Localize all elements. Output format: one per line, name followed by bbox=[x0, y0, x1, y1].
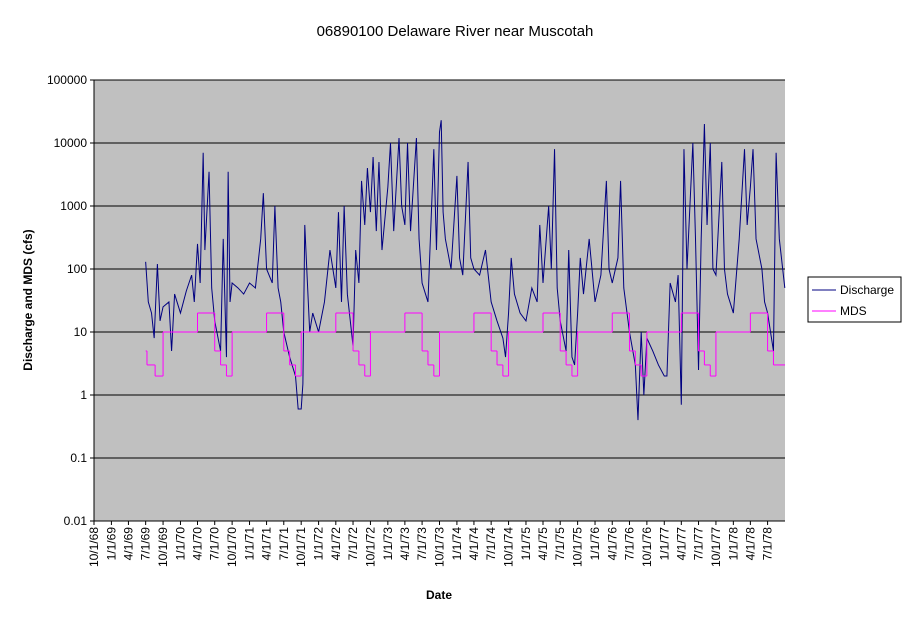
x-tick-label: 10/1/76 bbox=[640, 527, 654, 567]
x-tick-label: 7/1/78 bbox=[761, 527, 775, 561]
x-tick-label: 10/1/72 bbox=[363, 527, 377, 567]
legend-label: MDS bbox=[840, 304, 867, 318]
x-tick-label: 7/1/76 bbox=[622, 527, 636, 561]
x-tick-label: 1/1/69 bbox=[104, 527, 118, 561]
x-tick-label: 10/1/69 bbox=[156, 527, 170, 567]
x-tick-label: 1/1/76 bbox=[588, 527, 602, 561]
x-tick-label: 10/1/70 bbox=[225, 527, 239, 567]
legend-label: Discharge bbox=[840, 283, 894, 297]
x-tick-label: 10/1/71 bbox=[294, 527, 308, 567]
x-tick-label: 7/1/72 bbox=[346, 527, 360, 561]
x-tick-label: 1/1/78 bbox=[726, 527, 740, 561]
x-tick-label: 4/1/75 bbox=[536, 527, 550, 561]
x-tick-label: 7/1/75 bbox=[553, 527, 567, 561]
x-tick-label: 1/1/72 bbox=[312, 527, 326, 561]
x-tick-label: 1/1/73 bbox=[381, 527, 395, 561]
x-tick-label: 4/1/76 bbox=[605, 527, 619, 561]
x-tick-label: 1/1/74 bbox=[450, 527, 464, 561]
y-tick-label: 0.01 bbox=[64, 514, 88, 528]
y-tick-label: 100 bbox=[67, 262, 87, 276]
x-axis-title: Date bbox=[426, 588, 452, 602]
x-tick-label: 7/1/71 bbox=[277, 527, 291, 561]
x-tick-label: 1/1/71 bbox=[243, 527, 257, 561]
discharge-line bbox=[145, 120, 786, 421]
x-tick-label: 4/1/71 bbox=[260, 527, 274, 561]
x-tick-label: 1/1/70 bbox=[173, 527, 187, 561]
x-tick-label: 7/1/74 bbox=[484, 527, 498, 561]
y-axis-title: Discharge and MDS (cfs) bbox=[21, 229, 35, 370]
legend-box bbox=[807, 276, 902, 323]
x-tick-label: 4/1/73 bbox=[398, 527, 412, 561]
x-tick-label: 4/1/69 bbox=[121, 527, 135, 561]
x-tick-label: 7/1/77 bbox=[692, 527, 706, 561]
x-tick-label: 10/1/74 bbox=[502, 527, 516, 567]
x-tick-label: 4/1/77 bbox=[674, 527, 688, 561]
x-tick-label: 4/1/78 bbox=[743, 527, 757, 561]
x-tick-label: 10/1/73 bbox=[433, 527, 447, 567]
y-tick-label: 100000 bbox=[47, 73, 87, 87]
x-tick-label: 4/1/74 bbox=[467, 527, 481, 561]
y-tick-label: 10000 bbox=[54, 136, 88, 150]
x-tick-label: 1/1/75 bbox=[519, 527, 533, 561]
x-tick-label: 4/1/70 bbox=[190, 527, 204, 561]
x-tick-label: 10/1/77 bbox=[709, 527, 723, 567]
y-tick-label: 1 bbox=[80, 388, 87, 402]
x-tick-label: 1/1/77 bbox=[657, 527, 671, 561]
y-tick-label: 0.1 bbox=[70, 451, 87, 465]
y-tick-label: 1000 bbox=[60, 199, 87, 213]
y-tick-label: 10 bbox=[74, 325, 88, 339]
x-tick-label: 4/1/72 bbox=[329, 527, 343, 561]
x-tick-label: 7/1/70 bbox=[208, 527, 222, 561]
x-tick-label: 10/1/68 bbox=[87, 527, 101, 567]
x-tick-label: 10/1/75 bbox=[571, 527, 585, 567]
chart-title: 06890100 Delaware River near Muscotah bbox=[317, 23, 594, 40]
x-tick-label: 7/1/73 bbox=[415, 527, 429, 561]
x-tick-label: 7/1/69 bbox=[139, 527, 153, 561]
